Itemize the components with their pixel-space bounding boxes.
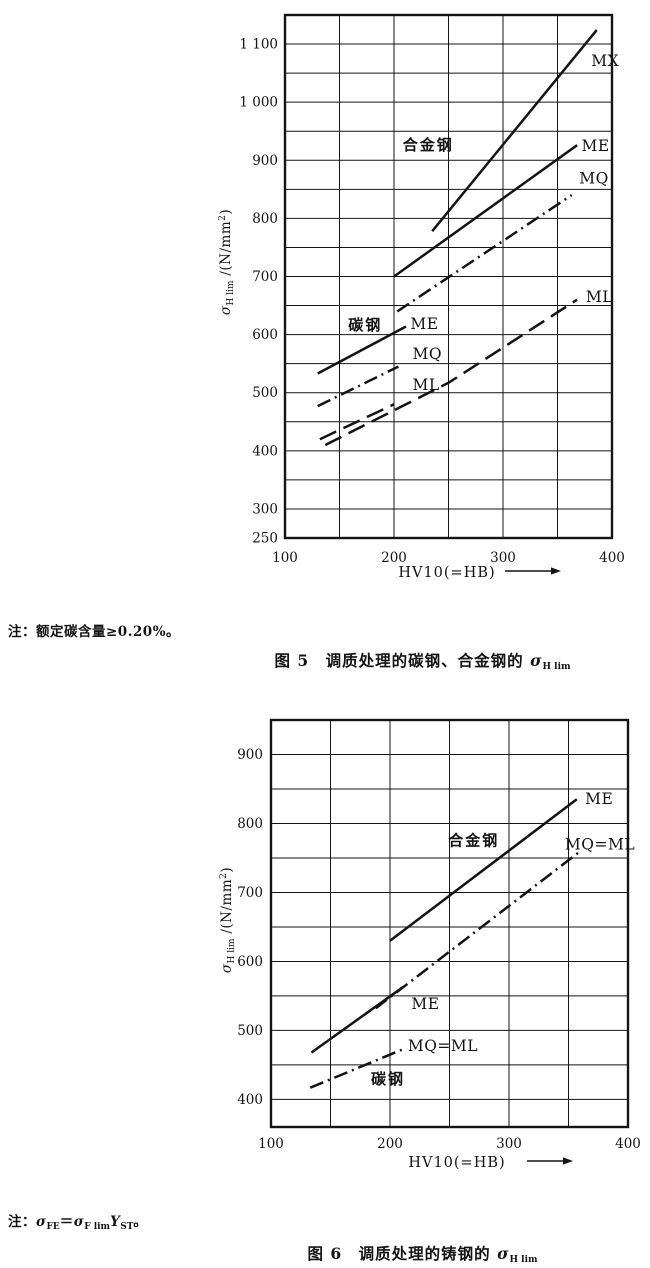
series-label-合金钢-MQ=ML: MQ=ML: [565, 836, 635, 854]
figure5-note: 注：额定碳含量≥0.20%。: [8, 624, 181, 640]
x-axis-title: HV10(=HB): [398, 565, 495, 581]
y-tick-label: 700: [237, 885, 263, 901]
series-line-碳钢-MQ=ML: [309, 1048, 403, 1089]
note-end: 。: [133, 1214, 148, 1230]
series-line-合金钢-MQ=ML: [374, 850, 582, 1010]
series-line-碳钢-ME: [310, 985, 404, 1054]
figure5-y-axis-title: σH lim /(N/mm2): [218, 209, 236, 315]
y-tick-label: 800: [237, 816, 263, 832]
x-tick-label: 300: [490, 550, 516, 566]
equals-sign: ＝: [59, 1214, 74, 1230]
series-label-碳钢-ME: ME: [410, 315, 438, 333]
series-label-碳钢-ML: ML: [413, 376, 440, 394]
y-tick-label: 500: [252, 385, 278, 401]
series-label-碳钢-MQ: MQ: [413, 345, 443, 363]
x-tick-label: 100: [272, 550, 298, 566]
annotation-label: 碳钢: [371, 1070, 405, 1088]
series-line-合金钢-ME: [389, 798, 578, 942]
series-label-合金钢-ML: ML: [586, 288, 613, 306]
y-tick-label: 250: [252, 531, 278, 547]
figure5-caption: 图 5 调质处理的碳钢、合金钢的 σH lim: [195, 649, 650, 672]
axis-unit-text: /(N/mm: [219, 878, 235, 939]
series-label-合金钢-MQ: MQ: [579, 170, 609, 188]
x-tick-label: 400: [615, 1136, 641, 1152]
figure6-y-axis-title: σH lim /(N/mm2): [219, 867, 237, 973]
y-tick-label: 800: [252, 211, 278, 227]
series-label-合金钢-ME: ME: [585, 790, 613, 808]
x-axis-arrowhead: [563, 1157, 573, 1165]
y-st-subscript: ST: [120, 1222, 134, 1232]
sigma-subscript: H lim: [509, 1255, 538, 1265]
y-tick-label: 600: [252, 327, 278, 343]
y-tick-label: 400: [237, 1092, 263, 1108]
plot-border: [283, 13, 614, 540]
sigma-subscript: H lim: [226, 280, 236, 306]
figure6-caption-text: 图 6 调质处理的铸钢的: [307, 1244, 498, 1263]
series-line-合金钢-MX: [431, 29, 598, 232]
annotation-label: 合金钢: [447, 832, 499, 850]
annotation-label: 合金钢: [402, 136, 454, 154]
y-tick-label: 1 000: [239, 95, 278, 111]
sigma-subscript: H lim: [227, 938, 237, 964]
x-axis-arrowhead: [551, 567, 561, 575]
figure6-caption: 图 6 调质处理的铸钢的 σH lim: [195, 1242, 650, 1265]
series-label-碳钢-MQ=ML: MQ=ML: [408, 1037, 478, 1055]
y-tick-label: 1 100: [239, 37, 278, 53]
y-tick-label: 700: [252, 269, 278, 285]
y-tick-label: 300: [252, 501, 278, 517]
sigma-flim-subscript: F lim: [84, 1222, 111, 1232]
figure5-caption-text: 图 5 调质处理的碳钢、合金钢的: [274, 651, 531, 670]
axis-unit-close: ): [219, 866, 235, 873]
x-axis-title: HV10(=HB): [408, 1155, 505, 1171]
x-tick-label: 200: [377, 1136, 403, 1152]
sigma-symbol: σ: [218, 305, 234, 316]
sigma-subscript: H lim: [542, 662, 571, 672]
annotation-label: 碳钢: [348, 316, 382, 334]
series-line-碳钢-ML: [319, 403, 395, 441]
x-tick-label: 200: [381, 550, 407, 566]
y-tick-label: 500: [237, 1023, 263, 1039]
sigma-symbol: σ: [73, 1214, 85, 1230]
x-tick-label: 300: [496, 1136, 522, 1152]
sigma-symbol: σ: [36, 1214, 47, 1230]
sigma-symbol: σ: [219, 963, 235, 974]
figure6-note: 注：σFE＝σF limYST。: [8, 1210, 147, 1232]
series-line-合金钢-ME: [393, 144, 578, 278]
axis-unit-close: ): [218, 208, 234, 215]
y-variable: Y: [110, 1214, 121, 1230]
series-label-碳钢-ME: ME: [411, 995, 439, 1013]
series-label-合金钢-ME: ME: [581, 137, 609, 155]
x-tick-label: 100: [258, 1136, 284, 1152]
sigma-symbol: σ: [530, 651, 543, 670]
y-tick-label: 900: [252, 153, 278, 169]
plot-border: [269, 718, 630, 1129]
axis-unit-text: /(N/mm: [218, 220, 234, 281]
y-tick-label: 600: [237, 954, 263, 970]
series-line-碳钢-MQ: [317, 365, 399, 408]
series-line-合金钢-ML: [324, 298, 578, 447]
y-tick-label: 400: [252, 443, 278, 459]
unit-superscript: 2: [218, 214, 228, 221]
series-line-碳钢-ME: [317, 325, 407, 375]
sigma-symbol: σ: [497, 1244, 510, 1263]
note-prefix: 注：: [8, 1214, 36, 1230]
series-line-合金钢-MQ: [396, 194, 573, 313]
x-tick-label: 400: [599, 550, 625, 566]
series-label-合金钢-MX: MX: [591, 52, 619, 70]
sigma-fe-subscript: FE: [46, 1222, 60, 1232]
y-tick-label: 900: [237, 747, 263, 763]
unit-superscript: 2: [219, 872, 229, 879]
